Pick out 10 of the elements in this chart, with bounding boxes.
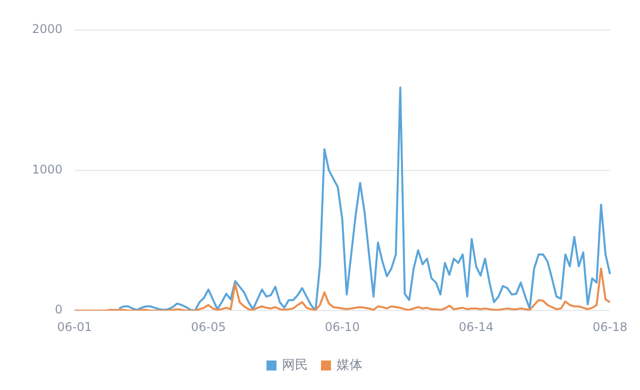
y-tick-label: 1000 [32,162,63,176]
x-tick-label: 06-05 [190,320,226,334]
x-tick-label: 06-18 [592,320,628,334]
x-tick-label: 06-14 [458,320,494,334]
x-tick-label: 06-10 [324,320,360,334]
legend-label: 网民 [282,358,308,373]
x-tick-label: 06-01 [57,320,92,334]
y-tick-label: 0 [54,302,63,317]
y-tick-label: 2000 [32,22,63,36]
legend-label: 媒体 [336,358,362,373]
